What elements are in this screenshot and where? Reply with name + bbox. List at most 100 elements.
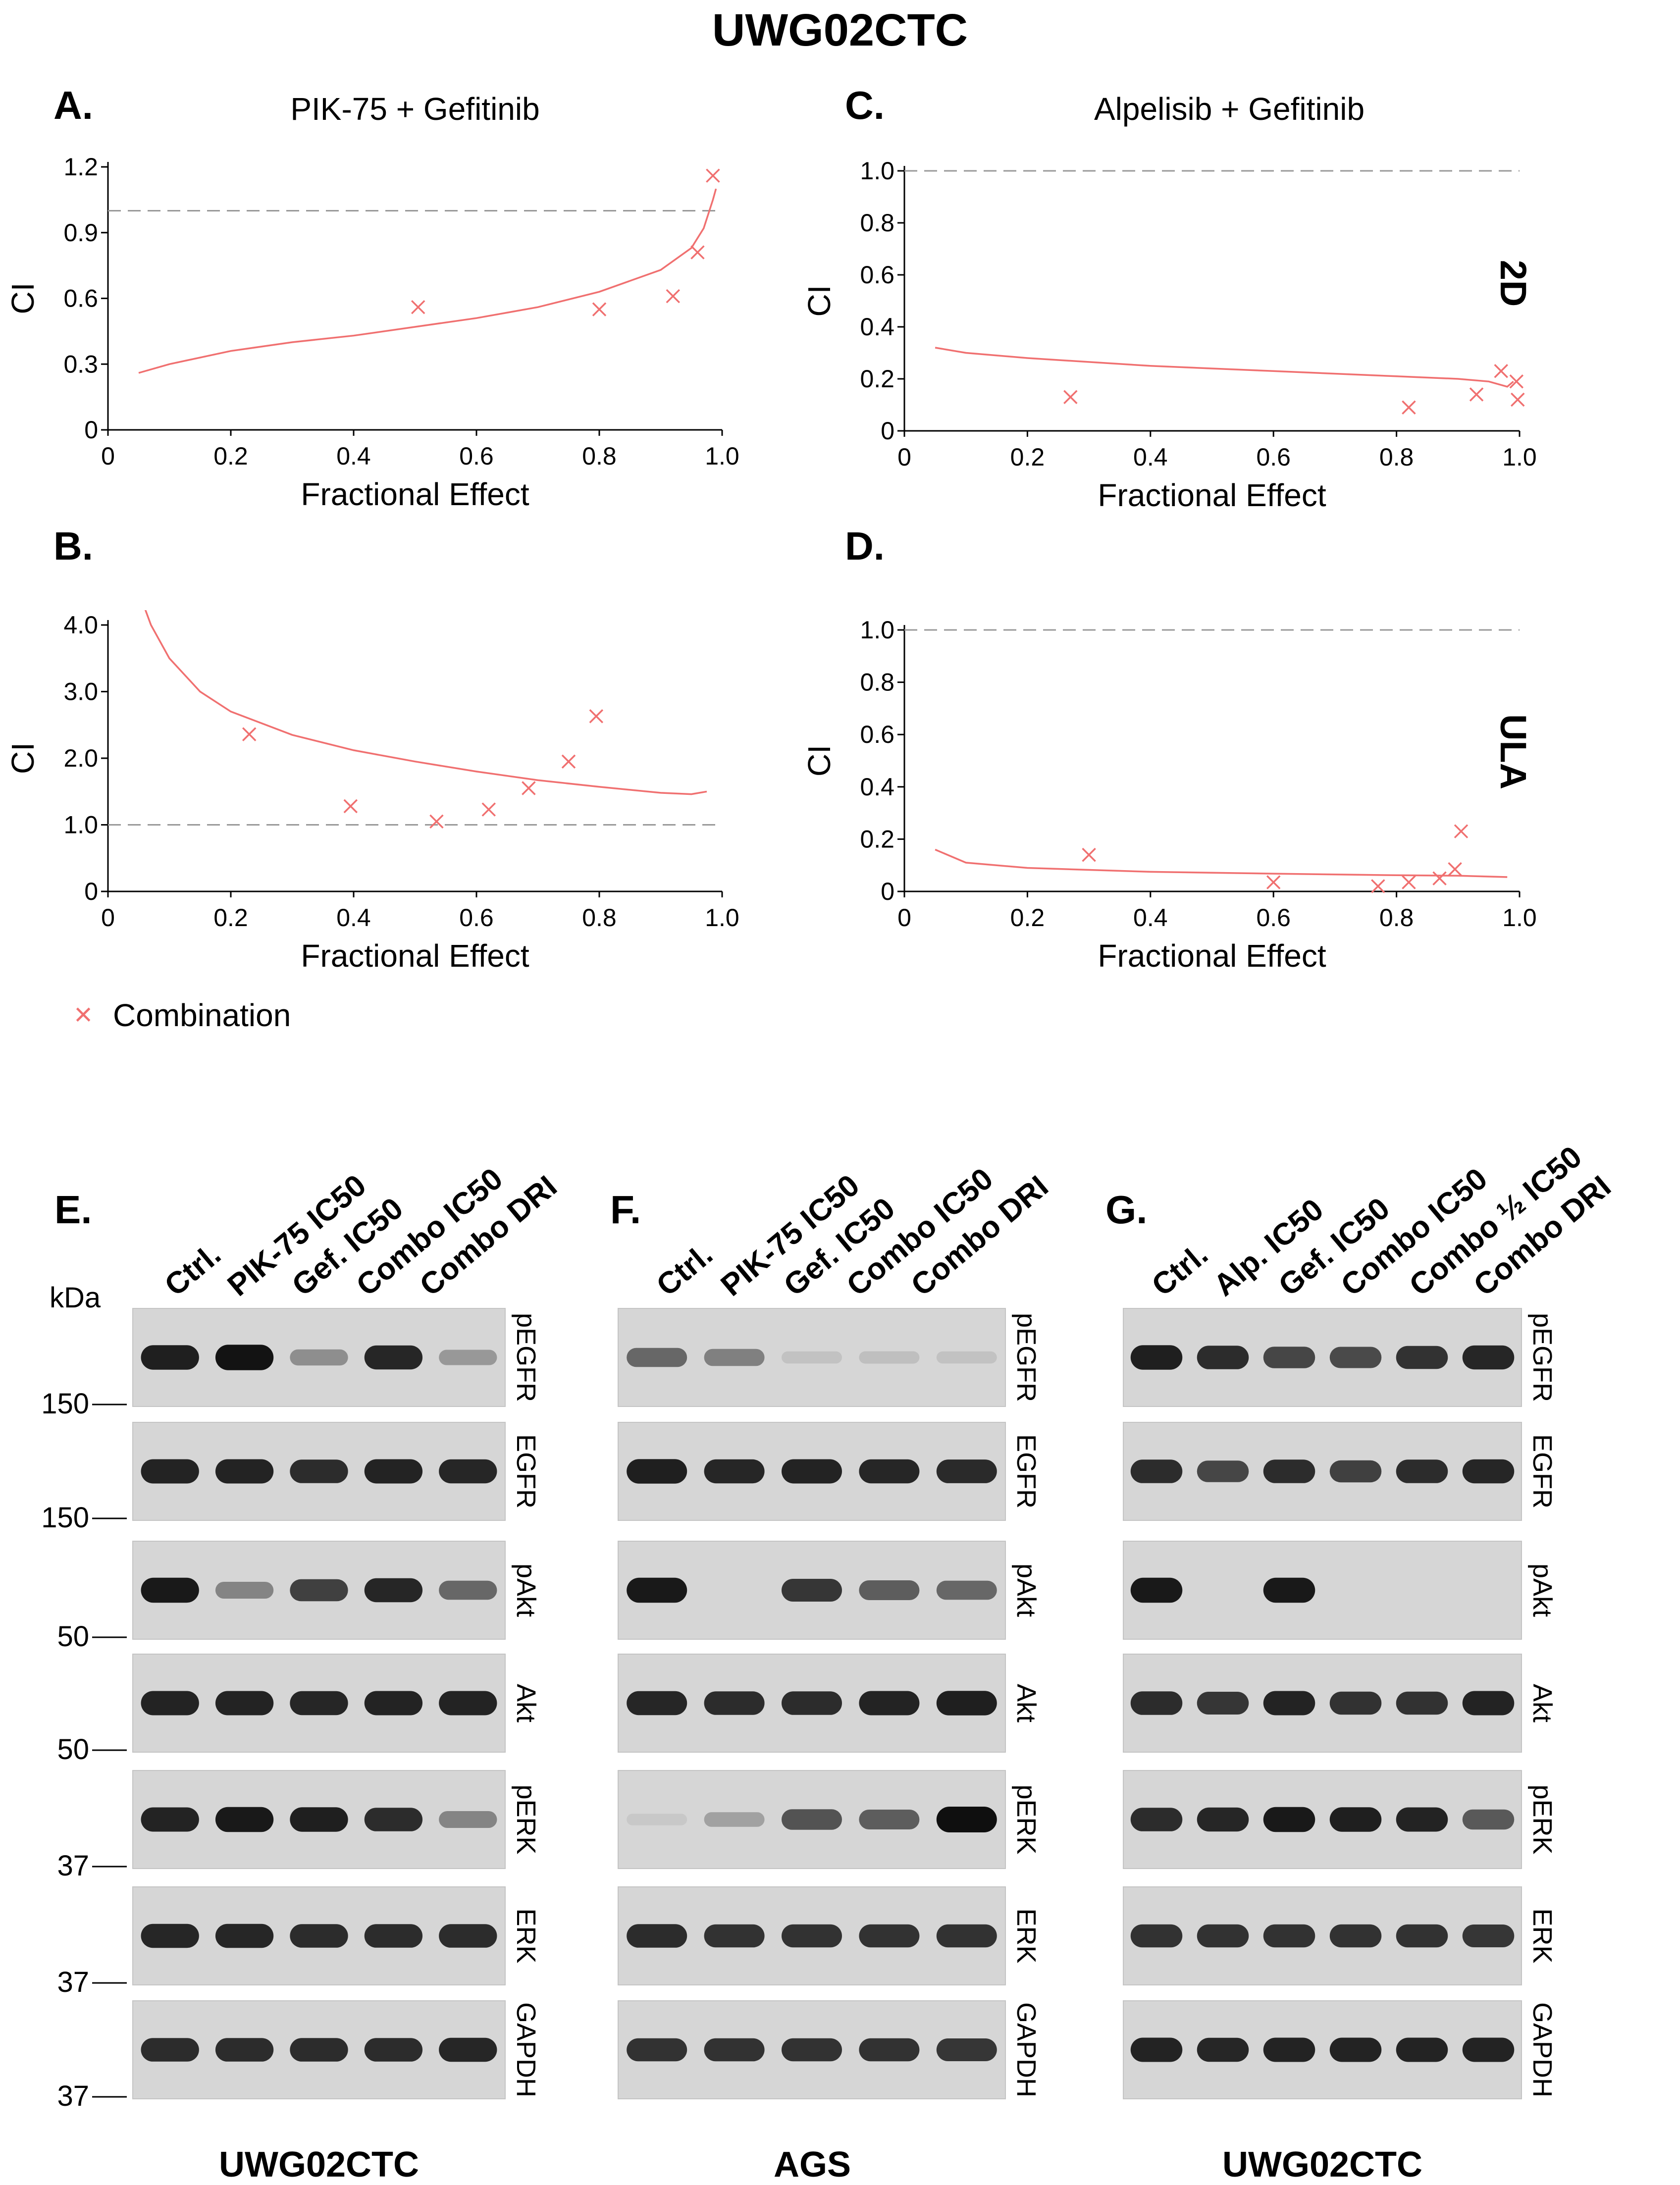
band (290, 1579, 348, 1602)
band (859, 1691, 920, 1716)
y-tick-label: 0 (881, 878, 894, 905)
ci-chart-c: C. Alpelisib + Gefitinib 0 0.2 0.4 0.6 0.8 1.0 0… (801, 83, 1537, 513)
band (1462, 1345, 1515, 1370)
band (627, 1691, 687, 1716)
data-point (1454, 824, 1469, 838)
blot-row-pakt: pAkt (1123, 1541, 1557, 1640)
band (141, 2038, 199, 2062)
x-tick-label: 0.2 (213, 904, 248, 932)
band (1197, 1346, 1249, 1369)
data-point (1494, 364, 1508, 378)
cell-line-label: UWG02CTC (1222, 2145, 1422, 2185)
blot-row-gapdh: GAPDH (1123, 2000, 1557, 2099)
protein-label: pEGFR (1527, 1313, 1557, 1402)
data-point (1402, 400, 1416, 415)
band (859, 1351, 920, 1364)
data-point (589, 709, 604, 724)
data-point (411, 300, 425, 314)
band (364, 1578, 423, 1603)
x-tick-label: 1.0 (705, 904, 739, 932)
protein-label: EGFR (1011, 1434, 1041, 1509)
band (290, 1459, 348, 1483)
y-tick-label: 0.4 (860, 313, 894, 341)
blot-membrane (1123, 1770, 1522, 1869)
protein-label: Akt (1011, 1684, 1041, 1722)
y-tick-label: 1.0 (860, 157, 894, 185)
band (1130, 1691, 1183, 1715)
x-tick-label: 0 (101, 904, 115, 932)
band (1396, 1807, 1448, 1832)
data-point (1511, 392, 1525, 407)
blot-row-akt: Akt 50 (57, 1654, 541, 1766)
x-tick-label: 0.6 (459, 442, 494, 470)
panel-label: D. (845, 524, 885, 568)
band (627, 2038, 687, 2062)
protein-label: ERK (511, 1908, 541, 1963)
band (704, 1924, 765, 1948)
panel-label: A. (53, 83, 93, 127)
lane-label: Ctrl. (650, 1237, 719, 1303)
panel-label: B. (53, 524, 93, 568)
x-tick-label: 0 (897, 443, 911, 471)
band (1396, 1346, 1448, 1369)
y-tick-label: 0 (881, 417, 894, 445)
protein-label: pAkt (1011, 1563, 1041, 1617)
data-point (429, 814, 444, 829)
band (782, 1691, 842, 1715)
y-tick-label: 2.0 (63, 744, 98, 772)
protein-label: Akt (1527, 1684, 1557, 1722)
band (1329, 1807, 1382, 1832)
data-point (1082, 847, 1096, 862)
protein-label: Akt (511, 1684, 541, 1722)
data-point (666, 289, 681, 304)
lane-label: Ctrl. (158, 1237, 227, 1303)
band (936, 1807, 997, 1832)
legend-marker: × (74, 996, 92, 1032)
y-tick-label: 0.8 (860, 209, 894, 237)
y-tick-label: 1.2 (63, 153, 98, 181)
y-tick-label: 0.9 (63, 219, 98, 247)
band (859, 1580, 920, 1600)
y-tick-label: 1.0 (63, 811, 98, 839)
blot-membrane (1123, 2000, 1522, 2099)
protein-label: ERK (1527, 1908, 1557, 1963)
y-tick-label: 0 (84, 878, 98, 905)
band (1197, 1692, 1249, 1715)
ci-chart-d: D. 0 0.2 0.4 0.6 0.8 1.0 0 0.2 0.4 0.6 0.8 1.0 Fracti… (801, 524, 1537, 974)
x-tick-label: 0.2 (1010, 904, 1045, 932)
data-point (690, 245, 705, 260)
y-axis-label: CI (801, 285, 837, 317)
y-tick-label: 0.8 (860, 669, 894, 696)
x-tick-label: 0 (897, 904, 911, 932)
blot-membrane (1123, 1886, 1522, 1985)
band (290, 1807, 348, 1832)
protein-label: EGFR (1527, 1434, 1557, 1509)
data-point (522, 781, 536, 795)
band (1130, 1924, 1183, 1948)
band (627, 1577, 687, 1603)
blot-row-akt: Akt (1123, 1654, 1557, 1753)
band (1462, 1459, 1515, 1484)
x-axis-label: Fractional Effect (1098, 477, 1326, 513)
y-axis-label: CI (5, 742, 41, 774)
band (1263, 2037, 1315, 2062)
x-tick-label: 0.4 (336, 442, 371, 470)
band (215, 1459, 274, 1484)
chart-title: PIK-75 + Gefitinib (290, 91, 539, 127)
ci-charts: A. PIK-75 + Gefitinib 0 0.3 0.6 0.9 1.2 0 0.2 0.4… (5, 83, 1537, 974)
band (439, 1811, 497, 1828)
band (936, 1924, 997, 1948)
band (364, 1345, 423, 1370)
data-point (1371, 879, 1385, 893)
blot-row-egfr: EGFR 150 (41, 1422, 541, 1534)
y-tick-label: 0.4 (860, 773, 894, 801)
chart-title: Alpelisib + Gefitinib (1094, 91, 1365, 127)
y-tick-label: 0.2 (860, 825, 894, 853)
band (936, 1351, 997, 1364)
ci-chart-b: B. 0 1.0 2.0 3.0 4.0 0 0.2 0.4 0.6 0.8 1.0 Fractiona… (5, 524, 739, 974)
y-tick-label: 3.0 (63, 678, 98, 706)
